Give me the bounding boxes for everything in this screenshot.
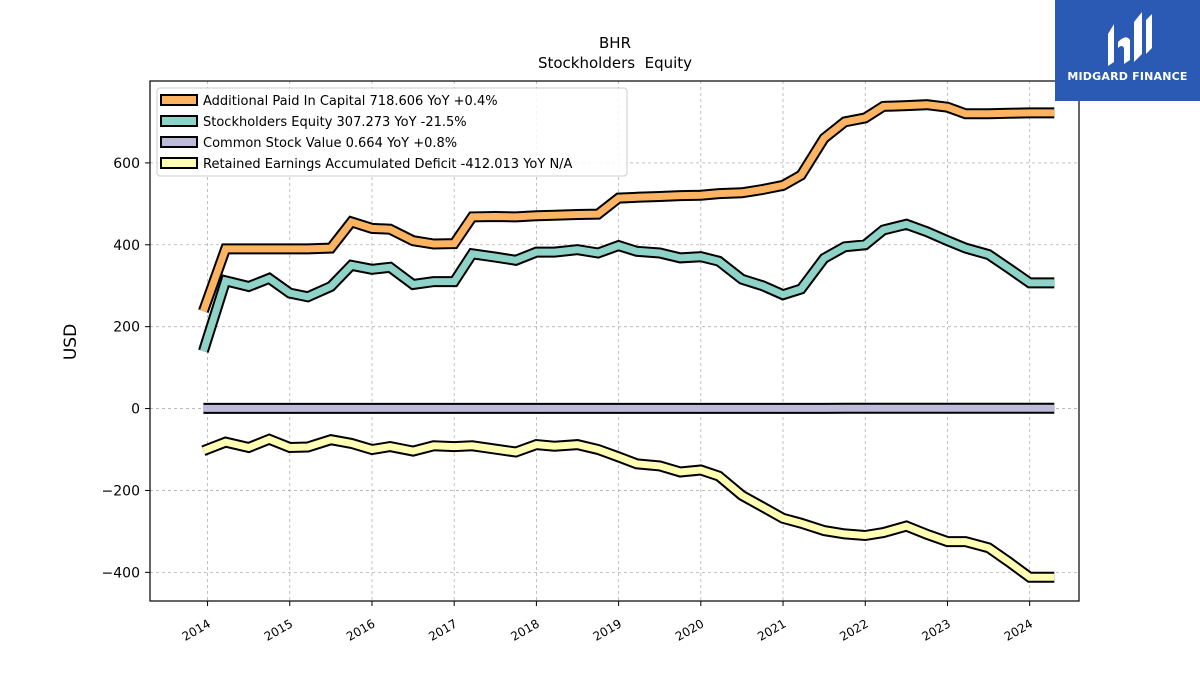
x-tick-label: 2019 [591, 616, 624, 643]
x-tick-label: 2024 [1002, 616, 1035, 643]
midgard-logo-icon [1108, 12, 1152, 66]
legend-swatch [160, 115, 198, 127]
legend-label: Stockholders Equity 307.273 YoY -21.5% [203, 115, 467, 130]
series-line [202, 435, 1055, 581]
logo-text: MIDGARD FINANCE [1067, 70, 1188, 83]
y-tick-label: −200 [102, 483, 140, 499]
series-line [200, 220, 1055, 353]
chart-subtitle: Stockholders Equity [538, 54, 692, 72]
x-tick-label: 2014 [180, 616, 213, 643]
y-tick-label: 600 [113, 156, 140, 172]
y-tick-label: 0 [131, 402, 140, 418]
legend-label: Common Stock Value 0.664 YoY +0.8% [203, 136, 457, 151]
x-tick-label: 2022 [837, 616, 870, 643]
series-1 [198, 218, 1055, 353]
legend: Additional Paid In Capital 718.606 YoY +… [156, 87, 628, 177]
legend-box [156, 87, 628, 177]
plot-frame [149, 80, 1080, 602]
y-tick-label: 200 [113, 320, 140, 336]
y-tick-label: −400 [102, 565, 140, 581]
series-3 [201, 433, 1055, 583]
x-tick-label: 2017 [426, 616, 459, 643]
chart-title: BHR [599, 34, 631, 52]
legend-label: Additional Paid In Capital 718.606 YoY +… [203, 94, 498, 109]
y-axis-label: USD [61, 324, 81, 360]
x-tick-label: 2021 [755, 616, 788, 643]
series-line [200, 101, 1055, 313]
x-tick-label: 2020 [673, 616, 706, 643]
x-tick-label: 2023 [920, 616, 953, 643]
midgard-logo: MIDGARD FINANCE [1055, 0, 1200, 101]
legend-swatch [160, 157, 198, 169]
legend-swatch [160, 136, 198, 148]
x-tick-label: 2016 [344, 616, 377, 643]
x-tick-label: 2015 [262, 616, 295, 643]
legend-swatch [160, 94, 198, 106]
x-tick-label: 2018 [508, 616, 541, 643]
series-lines [198, 99, 1055, 583]
legend-label: Retained Earnings Accumulated Deficit -4… [203, 157, 573, 172]
series-0 [198, 99, 1055, 313]
y-tick-label: 400 [113, 238, 140, 254]
